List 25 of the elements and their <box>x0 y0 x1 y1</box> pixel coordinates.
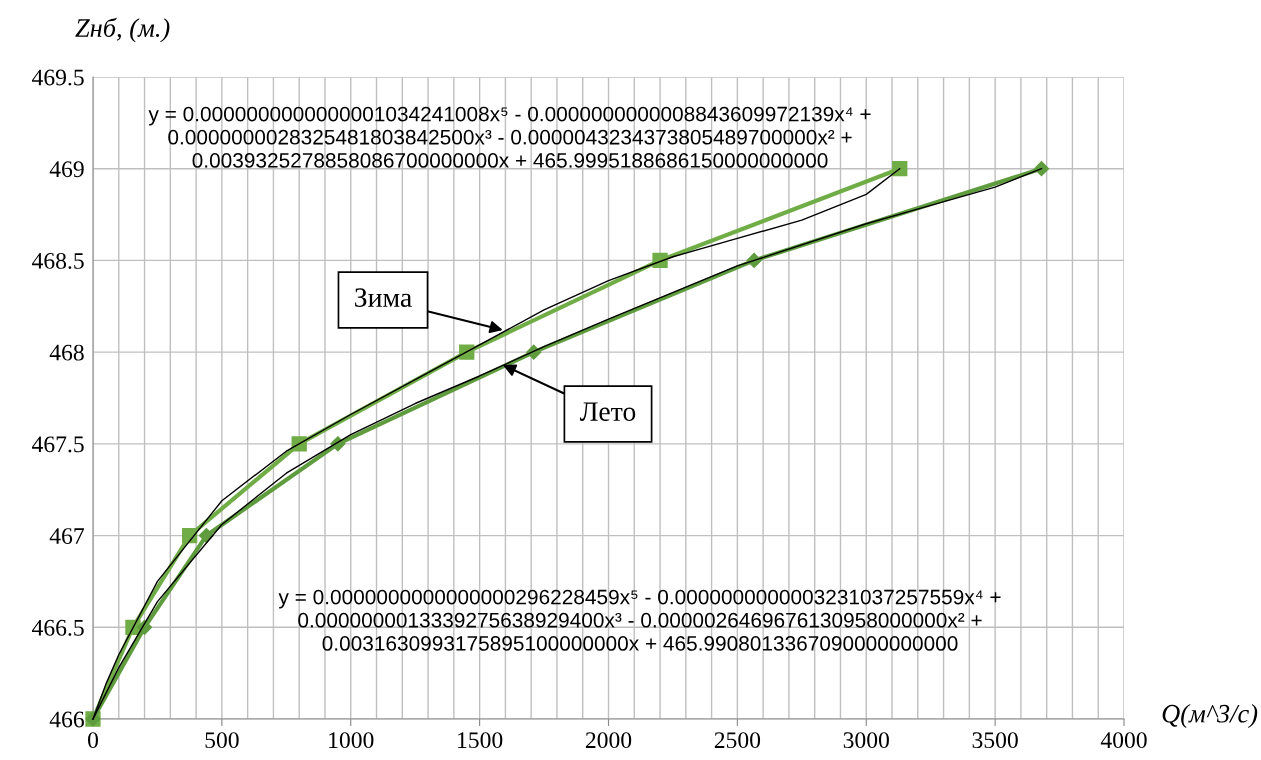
x-tick-label: 3500 <box>972 732 1018 749</box>
annotation: y = 0.0000000000000001034241008x⁵ - 0.0000000000008843609972139x⁴ + 0.0000000028325481803842500x³ - 0.0000043234373805489700000x² + 0.0039325278858086700000000x + 465.9995188686150000000000 <box>148 106 871 168</box>
y-axis-title: Zнб, (м.) <box>75 17 170 43</box>
x-axis-title: Q(м^3/с) <box>1162 704 1258 728</box>
x-tick-label: 500 <box>205 732 239 749</box>
x-tick-label: 3000 <box>843 732 889 749</box>
x-tick-label: 1000 <box>329 732 374 749</box>
y-tick-label: 469.5 <box>32 69 84 86</box>
point <box>892 161 908 177</box>
y-tick-label: 468.5 <box>32 252 84 269</box>
annotation: y = 0.0000000000000000296228459x⁵ - 0.0000000000003231037257559x⁴ + 0.0000000013339275638929400x³ - 0.0000026469676130958000000x² + 0.0031630993175895100000000x + 465.9908013367090000000000 <box>278 589 1001 651</box>
y-tick-label: 467.5 <box>32 436 84 453</box>
x-tick-label: 4000 <box>1100 732 1147 749</box>
y-tick-label: 466 <box>49 711 84 728</box>
y-tick-label: 469 <box>49 161 84 178</box>
y-tick-label: 468 <box>49 344 84 361</box>
annotation: Зима <box>355 288 412 307</box>
point <box>1033 161 1050 177</box>
x-tick-label: 2500 <box>714 732 761 749</box>
annotation: Лето <box>579 402 636 421</box>
x-tick-label: 1500 <box>458 732 503 749</box>
x-tick-label: 0 <box>88 732 98 749</box>
y-tick-label: 467 <box>49 528 84 544</box>
x-tick-label: 2000 <box>585 732 632 749</box>
y-tick-label: 466.5 <box>32 619 84 636</box>
